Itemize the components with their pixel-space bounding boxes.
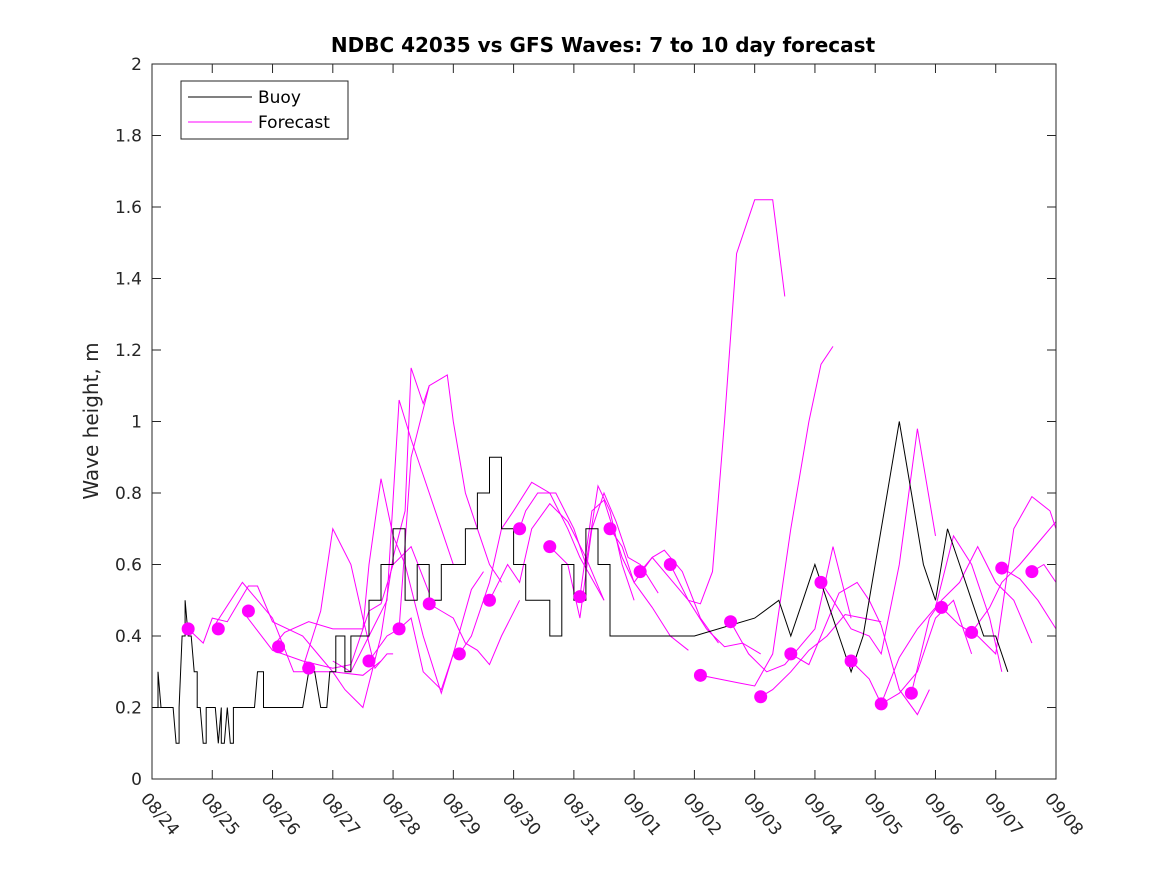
forecast-marker [392,622,406,636]
forecast-run-line [332,399,454,673]
forecast-marker [1025,565,1039,579]
forecast-marker [724,615,738,629]
y-tick-label: 1.8 [115,127,142,147]
forecast-marker [965,625,979,639]
forecast-run-line [272,478,454,695]
forecast-marker [633,565,647,579]
forecast-lines [187,199,1056,716]
legend: Buoy Forecast [180,80,349,140]
buoy-line-group [152,421,1009,744]
legend-forecast-label: Forecast [258,113,330,133]
legend-box [180,80,349,140]
forecast-run-line [941,495,1056,655]
y-tick-label: 1 [131,413,142,433]
forecast-run-line [398,374,502,629]
forecast-run-line [368,571,484,691]
forecast-run-line [850,599,973,705]
y-tick-label: 0.6 [115,556,142,576]
forecast-run-line [700,346,834,687]
forecast-run-line [579,499,689,651]
forecast-run-line [880,534,1003,705]
forecast-run-line [609,528,719,644]
forecast-marker [663,558,677,571]
y-axis-label: Wave height, m [79,342,103,499]
forecast-marker [211,622,225,636]
forecast-run-line [302,527,394,670]
forecast-marker [452,647,466,661]
forecast-run-line [669,199,786,605]
forecast-marker [754,690,768,704]
forecast-run-line [428,600,521,666]
forecast-marker [513,522,527,536]
forecast-run-line [549,491,659,619]
buoy-line [152,421,1009,744]
forecast-marker [814,575,828,589]
forecast-marker [874,697,888,711]
forecast-run-line [211,367,430,709]
forecast-run-line [1001,567,1056,630]
forecast-run-line [489,502,605,601]
forecast-marker [934,600,948,614]
forecast-marker [272,640,286,654]
legend-buoy-label: Buoy [258,88,301,108]
forecast-marker [904,686,918,700]
plot-area [152,199,1056,744]
forecast-run-line [187,585,382,676]
forecast-run-line [910,545,1033,694]
plot-frame [151,63,1057,780]
forecast-marker [543,540,557,554]
y-tick-label: 0.8 [115,484,142,504]
y-tick-label: 0.2 [115,699,142,719]
chart-title: NDBC 42035 vs GFS Waves: 7 to 10 day for… [331,33,876,57]
forecast-marker [844,654,858,668]
forecast-run-line [790,581,930,716]
y-tick-label: 1.6 [115,198,142,218]
y-tick-label: 1.4 [115,270,142,290]
forecast-run-line [458,481,605,655]
forecast-marker [302,661,316,675]
forecast-marker [784,647,798,661]
y-tick-label: 0.4 [115,627,142,647]
y-tick-label: 2 [131,55,142,75]
forecast-marker [995,561,1009,575]
forecast-markers [181,522,1039,711]
forecast-marker [482,593,496,607]
forecast-marker [573,590,587,604]
forecast-marker [422,597,436,611]
y-tick-label: 1.2 [115,341,142,361]
y-axis-ticks: 0 0.2 0.4 0.6 0.8 1 1.2 1.4 1.6 1.8 2 [115,55,1056,790]
forecast-run-line [242,545,430,669]
forecast-marker [362,654,376,668]
forecast-marker [693,668,707,682]
forecast-marker [241,604,255,618]
y-tick-label: 0 [131,770,142,790]
forecast-marker [603,522,617,536]
forecast-run-line [820,428,936,656]
forecast-run-line [639,556,761,655]
forecast-marker [181,622,195,636]
